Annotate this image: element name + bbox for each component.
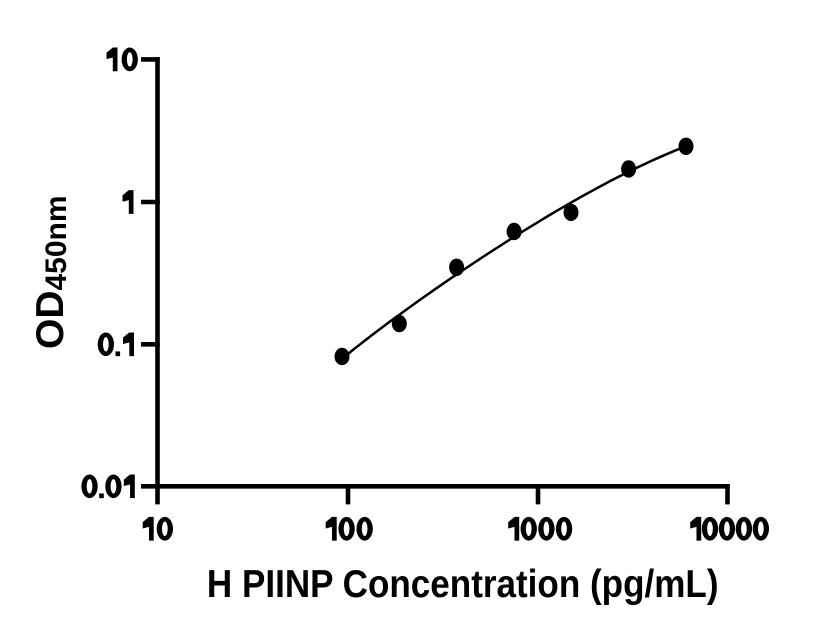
svg-text:H PIINP Concentration (pg/mL): H PIINP Concentration (pg/mL) (207, 561, 719, 605)
